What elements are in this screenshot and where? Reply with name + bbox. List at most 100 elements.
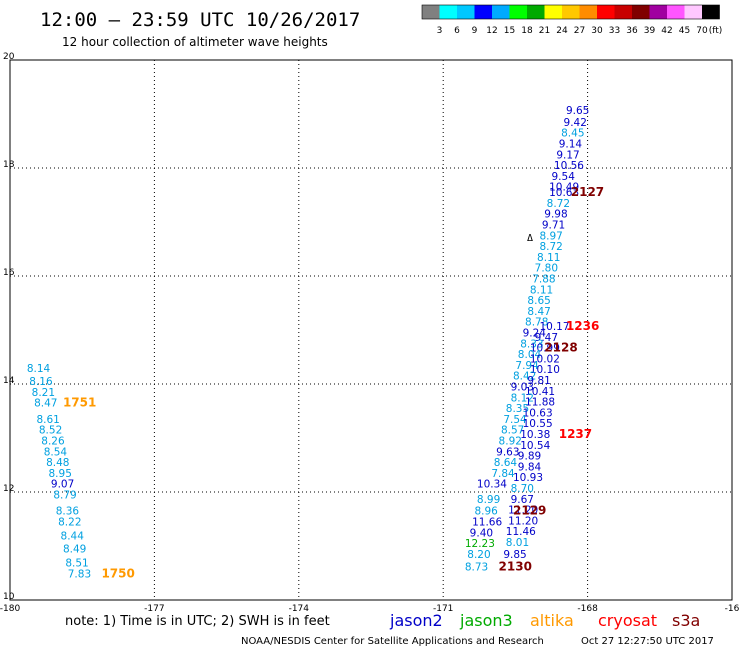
jason2-value-label: 10.55 bbox=[523, 418, 553, 430]
color-swatch bbox=[474, 5, 492, 19]
jason2-value-label: 8.01 bbox=[506, 537, 529, 549]
legend-cryosat: cryosat bbox=[598, 611, 657, 630]
color-scale-label: 36 bbox=[626, 26, 638, 36]
jason2-value-label: 9.42 bbox=[564, 117, 587, 129]
jason2-value-label: 11.88 bbox=[525, 397, 555, 409]
jason2-value-label: 8.78 bbox=[525, 317, 548, 329]
jason2-value-label: 7.94 bbox=[515, 360, 539, 372]
color-scale-label: 27 bbox=[574, 26, 585, 36]
jason2-value-label: 9.71 bbox=[542, 219, 565, 231]
s3a-value-label: 2129 bbox=[513, 504, 546, 518]
altika-value-label: 1751 bbox=[63, 396, 96, 410]
jason2-value-label: 8.72 bbox=[539, 241, 562, 253]
legend-jason2: jason2 bbox=[389, 611, 443, 630]
axis-ticks: -180 -177 -174 -171 -168 -16 10 12 14 16 18 20 bbox=[0, 52, 740, 614]
color-swatch bbox=[562, 5, 580, 19]
jason2-value-label: 8.26 bbox=[41, 435, 65, 447]
data-labels: 9.659.428.459.149.1710.569.5410.4910.638… bbox=[27, 105, 604, 580]
jason2-value-label: 9.85 bbox=[503, 549, 526, 561]
y-tick-label: 14 bbox=[3, 376, 15, 386]
satellite-legend: jason2 jason3 altika cryosat s3a bbox=[389, 611, 700, 630]
color-scale-label: 6 bbox=[454, 26, 460, 36]
chart-subtitle: 12 hour collection of altimeter wave hei… bbox=[62, 35, 328, 49]
jason2-value-label: 10.49 bbox=[549, 182, 579, 194]
color-scale-label: 9 bbox=[472, 26, 478, 36]
s3a-value-label: 2127 bbox=[571, 185, 604, 199]
jason2-value-label: 8.11 bbox=[537, 252, 560, 264]
color-swatch bbox=[492, 5, 510, 19]
x-tick-label: -16 bbox=[725, 604, 740, 614]
x-tick-label: -177 bbox=[144, 604, 164, 614]
y-tick-label: 10 bbox=[3, 592, 15, 602]
jason2-value-label: 8.97 bbox=[539, 230, 562, 242]
s3a-value-label: 2130 bbox=[499, 559, 532, 573]
jason2-value-label: 8.36 bbox=[56, 506, 80, 518]
jason2-value-label: 8.72 bbox=[547, 198, 570, 210]
jason2-value-label: 8.51 bbox=[65, 558, 88, 570]
jason2-value-label: 10.17 bbox=[539, 321, 569, 333]
color-scale-label: 42 bbox=[661, 26, 672, 36]
jason2-value-label: 9.89 bbox=[518, 451, 541, 463]
chart-title: 12:00 – 23:59 UTC 10/26/2017 bbox=[40, 9, 360, 31]
legend-s3a: s3a bbox=[672, 611, 700, 630]
color-scale-label: 45 bbox=[679, 26, 690, 36]
jason2-value-label: 8.73 bbox=[465, 561, 488, 573]
jason2-value-label: 10.56 bbox=[554, 160, 584, 172]
x-tick-label: -171 bbox=[433, 604, 453, 614]
color-swatch bbox=[667, 5, 685, 19]
jason2-value-label: 10.34 bbox=[477, 479, 507, 491]
jason2-value-label: 9.84 bbox=[518, 461, 542, 473]
y-tick-label: 18 bbox=[3, 160, 15, 170]
jason2-value-label: 9.81 bbox=[527, 375, 550, 387]
jason2-value-label: 8.42 bbox=[513, 371, 536, 383]
jason2-value-label: 8.54 bbox=[44, 446, 68, 458]
color-scale-label: 39 bbox=[644, 26, 656, 36]
jason2-value-label: 7.88 bbox=[532, 273, 555, 285]
jason2-value-label: 8.70 bbox=[511, 483, 534, 495]
color-scale-label: 70 bbox=[696, 26, 708, 36]
jason2-value-label: 8.52 bbox=[39, 425, 62, 437]
color-swatch bbox=[684, 5, 702, 19]
jason2-value-label: 8.44 bbox=[61, 531, 85, 543]
jason2-value-label: 8.47 bbox=[527, 306, 550, 318]
y-tick-label: 16 bbox=[3, 268, 15, 278]
jason2-value-label: 11.20 bbox=[508, 515, 538, 527]
y-tick-label: 20 bbox=[3, 52, 15, 62]
jason2-value-label: 8.33 bbox=[520, 338, 543, 350]
jason2-value-label: 8.14 bbox=[27, 363, 51, 375]
color-swatch bbox=[439, 5, 457, 19]
footer-timestamp: Oct 27 12:27:50 UTC 2017 bbox=[581, 636, 714, 647]
grid-lines bbox=[10, 60, 732, 600]
color-scale-label: 12 bbox=[486, 26, 497, 36]
jason2-value-label: 8.65 bbox=[527, 295, 550, 307]
jason2-value-label: 8.49 bbox=[63, 543, 86, 555]
jason2-value-label: 9.24 bbox=[523, 327, 547, 339]
jason2-value-label: 8.99 bbox=[477, 494, 500, 506]
jason2-value-label: 10.93 bbox=[513, 472, 543, 484]
color-swatch bbox=[597, 5, 615, 19]
altika-value-label: 1750 bbox=[101, 566, 134, 580]
color-scale-label: 24 bbox=[556, 26, 568, 36]
jason2-value-label: 8.48 bbox=[46, 457, 69, 469]
y-tick-label: 12 bbox=[3, 484, 14, 494]
legend-jason3: jason3 bbox=[459, 611, 513, 630]
jason2-value-label: 9.17 bbox=[556, 149, 579, 161]
jason2-value-label: 10.54 bbox=[520, 440, 550, 452]
color-swatch bbox=[422, 5, 440, 19]
jason2-value-label: 9.40 bbox=[470, 527, 493, 539]
x-tick-label: -168 bbox=[577, 604, 598, 614]
jason2-value-label: 8.79 bbox=[53, 489, 76, 501]
jason2-value-label: 7.84 bbox=[491, 468, 515, 480]
jason2-value-label: 9.65 bbox=[566, 105, 589, 117]
color-swatch bbox=[579, 5, 597, 19]
color-swatch bbox=[527, 5, 545, 19]
jason2-value-label: 10.41 bbox=[525, 386, 555, 398]
jason2-value-label: 10.99 bbox=[530, 343, 560, 355]
color-swatch bbox=[702, 5, 720, 19]
color-swatch bbox=[544, 5, 562, 19]
jason2-value-label: 8.04 bbox=[518, 349, 542, 361]
color-scale-label: 15 bbox=[504, 26, 515, 36]
jason2-value-label: 8.21 bbox=[32, 387, 55, 399]
jason2-value-label: 8.57 bbox=[501, 425, 524, 437]
color-scale-label: 18 bbox=[521, 26, 533, 36]
